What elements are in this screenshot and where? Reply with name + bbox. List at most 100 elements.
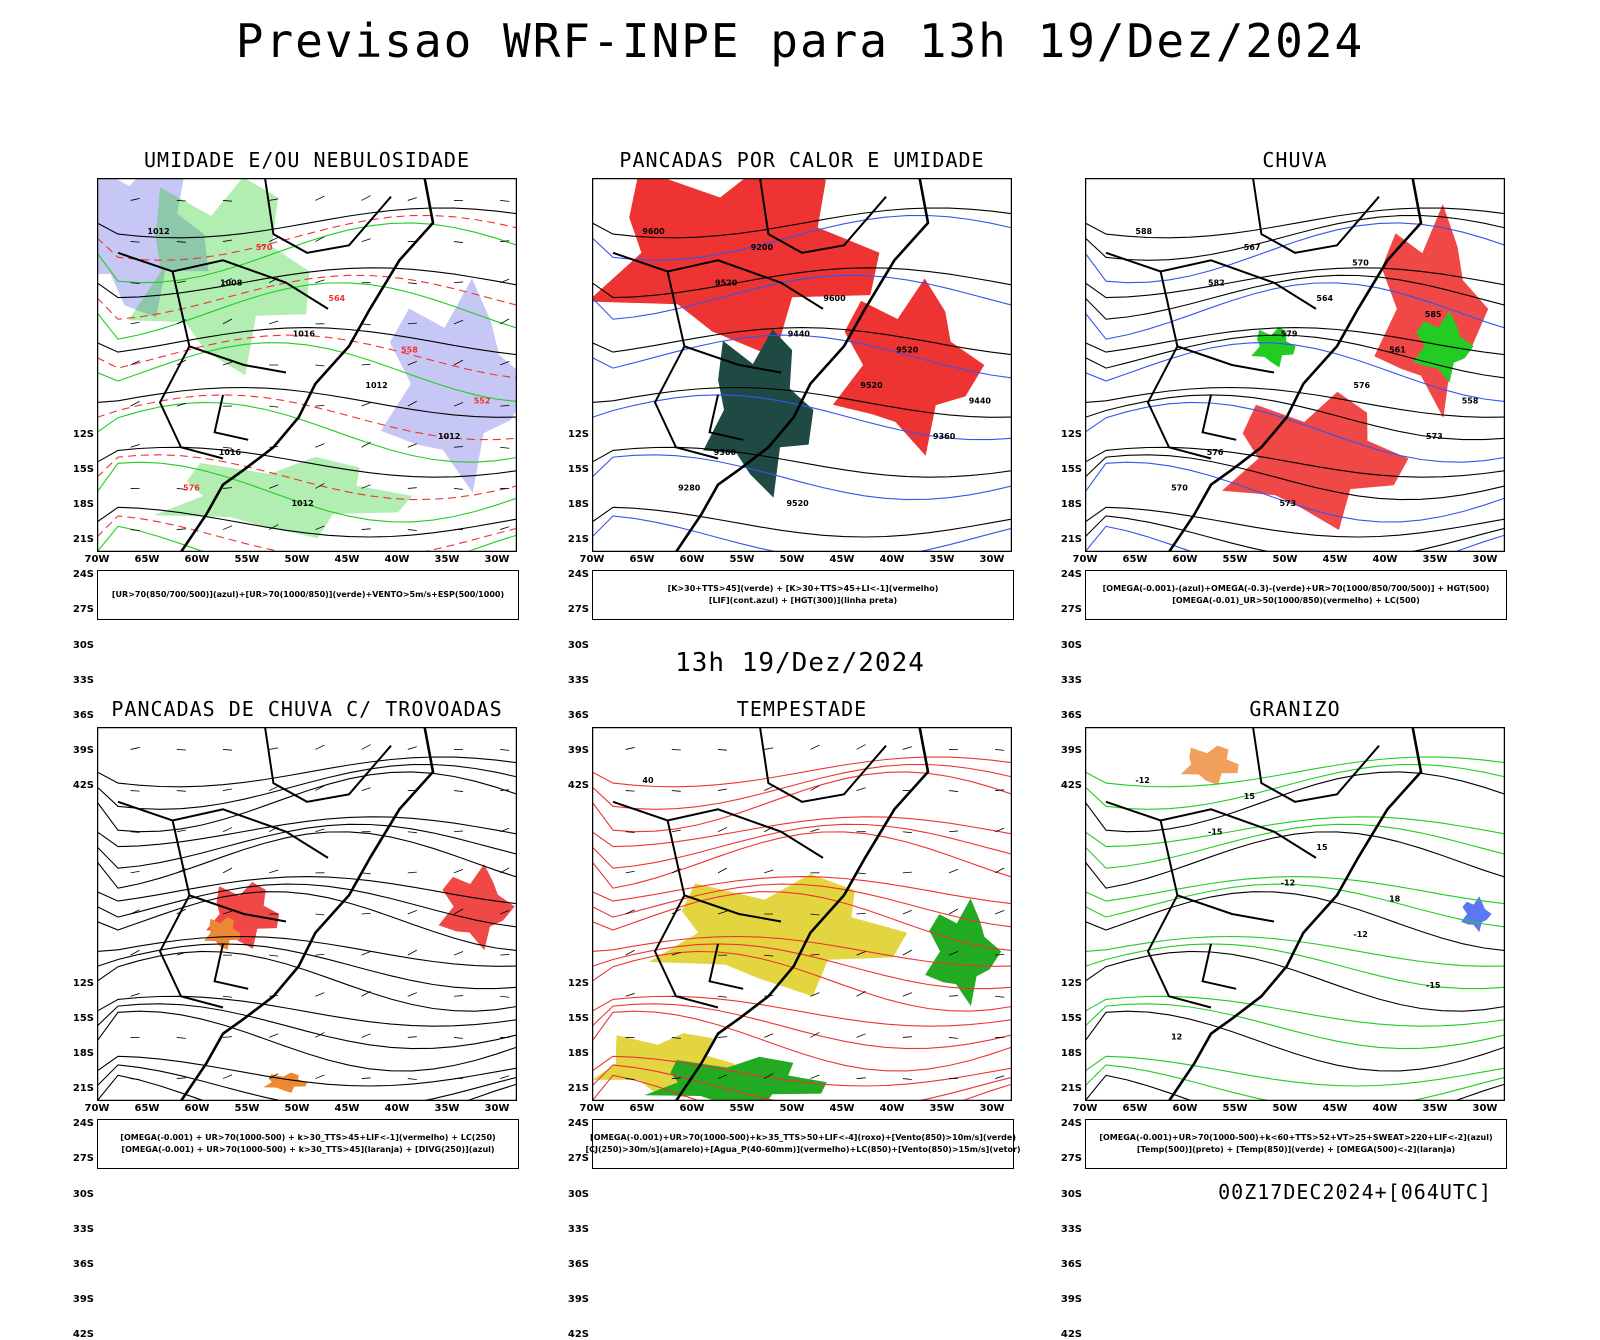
longitude-label: 30W — [1470, 1103, 1500, 1114]
legend-box: [OMEGA(-0.001)-(azul)+OMEGA(-0.3)-(verde… — [1085, 570, 1507, 620]
contour-label: 9520 — [896, 345, 919, 354]
latitude-label: 21S — [1054, 1083, 1082, 1094]
latitude-label: 27S — [66, 1153, 94, 1164]
longitude-label: 55W — [727, 1103, 757, 1114]
contour-label: 9600 — [642, 227, 665, 236]
latitude-label: 21S — [1054, 534, 1082, 545]
map-canvas: 40 — [592, 727, 1012, 1101]
latitude-label: 24S — [1054, 569, 1082, 580]
latitude-label: 18S — [1054, 499, 1082, 510]
latitude-label: 24S — [561, 1118, 589, 1129]
legend-text: [OMEGA(-0.01)_UR>50(1000/850)(vermelho) … — [1172, 595, 1420, 607]
longitude-label: 70W — [82, 1103, 112, 1114]
latitude-label: 12S — [66, 978, 94, 989]
latitude-label: 24S — [561, 569, 589, 580]
latitude-label: 30S — [561, 1189, 589, 1200]
longitude-label: 60W — [182, 1103, 212, 1114]
longitude-label: 65W — [1120, 554, 1150, 565]
map-canvas: 5885825795765735705675645615585765735705… — [1085, 178, 1505, 552]
longitude-label: 65W — [132, 554, 162, 565]
longitude-label: 30W — [482, 554, 512, 565]
longitude-label: 45W — [827, 1103, 857, 1114]
latitude-label: 21S — [66, 1083, 94, 1094]
longitude-label: 65W — [1120, 1103, 1150, 1114]
longitude-label: 45W — [332, 554, 362, 565]
latitude-label: 33S — [561, 675, 589, 686]
contour-label: 558 — [1462, 397, 1479, 406]
contour-label: 15 — [1316, 843, 1328, 852]
contour-label: 9360 — [714, 448, 737, 457]
longitude-label: 50W — [777, 1103, 807, 1114]
contour-label: 561 — [1389, 345, 1406, 354]
contour-label: 15 — [1244, 792, 1256, 801]
legend-text: [LIF](cont.azul) + [HGT(300)](linha pret… — [709, 595, 897, 607]
longitude-label: 30W — [1470, 554, 1500, 565]
longitude-label: 60W — [182, 554, 212, 565]
contour-label: -15 — [1426, 981, 1441, 990]
latitude-label: 30S — [66, 1189, 94, 1200]
latitude-label: 12S — [561, 429, 589, 440]
contour-label: 564 — [328, 294, 345, 303]
contour-label: 582 — [1208, 278, 1225, 287]
latitude-label: 33S — [66, 675, 94, 686]
wind-vector — [626, 791, 635, 792]
contour-label: -12 — [1281, 879, 1295, 888]
longitude-label: 65W — [627, 554, 657, 565]
contour-label: 570 — [1352, 259, 1369, 268]
longitude-label: 60W — [1170, 1103, 1200, 1114]
latitude-label: 15S — [66, 464, 94, 475]
legend-text: [OMEGA(-0.001)-(azul)+OMEGA(-0.3)-(verde… — [1103, 583, 1490, 595]
panel-title: CHUVA — [1065, 148, 1525, 172]
map-canvas — [97, 727, 517, 1101]
longitude-label: 55W — [1220, 554, 1250, 565]
contour-label: 9200 — [751, 243, 774, 252]
legend-text: [OMEGA(-0.001)+UR>70(1000-500)+k>35_TTS>… — [590, 1132, 1016, 1144]
latitude-label: 42S — [66, 780, 94, 791]
longitude-label: 45W — [827, 554, 857, 565]
contour-label: 573 — [1426, 432, 1443, 441]
legend-text: [K>30+TTS>45](verde) + [K>30+TTS>45+LI<-… — [668, 583, 939, 595]
latitude-label: 36S — [66, 1259, 94, 1270]
latitude-label: 15S — [1054, 1013, 1082, 1024]
longitude-label: 40W — [382, 1103, 412, 1114]
contour-label: 9440 — [969, 397, 992, 406]
legend-box: [K>30+TTS>45](verde) + [K>30+TTS>45+LI<-… — [592, 570, 1014, 620]
contour-label: 9520 — [786, 499, 809, 508]
latitude-label: 30S — [561, 640, 589, 651]
contour-label: 1016 — [219, 448, 242, 457]
longitude-label: 35W — [1420, 554, 1450, 565]
latitude-label: 39S — [561, 745, 589, 756]
longitude-label: 40W — [1370, 1103, 1400, 1114]
latitude-label: 18S — [561, 499, 589, 510]
contour-label: 9280 — [678, 483, 701, 492]
wind-vector — [672, 749, 681, 750]
contour-label: 576 — [183, 483, 200, 492]
latitude-label: 33S — [66, 1224, 94, 1235]
longitude-label: 70W — [82, 554, 112, 565]
contour-label: 18 — [1389, 894, 1401, 903]
longitude-label: 70W — [577, 554, 607, 565]
latitude-label: 18S — [561, 1048, 589, 1059]
panel-title: PANCADAS DE CHUVA C/ TROVOADAS — [77, 697, 537, 721]
latitude-label: 42S — [561, 1329, 589, 1340]
latitude-label: 12S — [66, 429, 94, 440]
contour-label: 9600 — [823, 294, 846, 303]
latitude-label: 33S — [561, 1224, 589, 1235]
contour-label: 1012 — [438, 432, 460, 441]
legend-box: [OMEGA(-0.001)+UR>70(1000-500)+k<60+TTS>… — [1085, 1119, 1507, 1169]
wind-vector — [177, 749, 186, 750]
latitude-label: 42S — [66, 1329, 94, 1340]
contour-label: -12 — [1353, 930, 1367, 939]
contour-label: 1012 — [147, 227, 169, 236]
longitude-label: 30W — [977, 554, 1007, 565]
contour-label: 585 — [1425, 310, 1442, 319]
contour-label: 579 — [1281, 330, 1298, 339]
latitude-label: 42S — [561, 780, 589, 791]
legend-text: [OMEGA(-0.001) + UR>70(1000-500) + k>30_… — [120, 1132, 495, 1144]
contour-label: 564 — [1316, 294, 1333, 303]
latitude-label: 21S — [66, 534, 94, 545]
forecast-time-label: 13h 19/Dez/2024 — [0, 648, 1600, 678]
latitude-label: 27S — [1054, 1153, 1082, 1164]
latitude-label: 24S — [66, 1118, 94, 1129]
contour-label: 558 — [401, 345, 418, 354]
